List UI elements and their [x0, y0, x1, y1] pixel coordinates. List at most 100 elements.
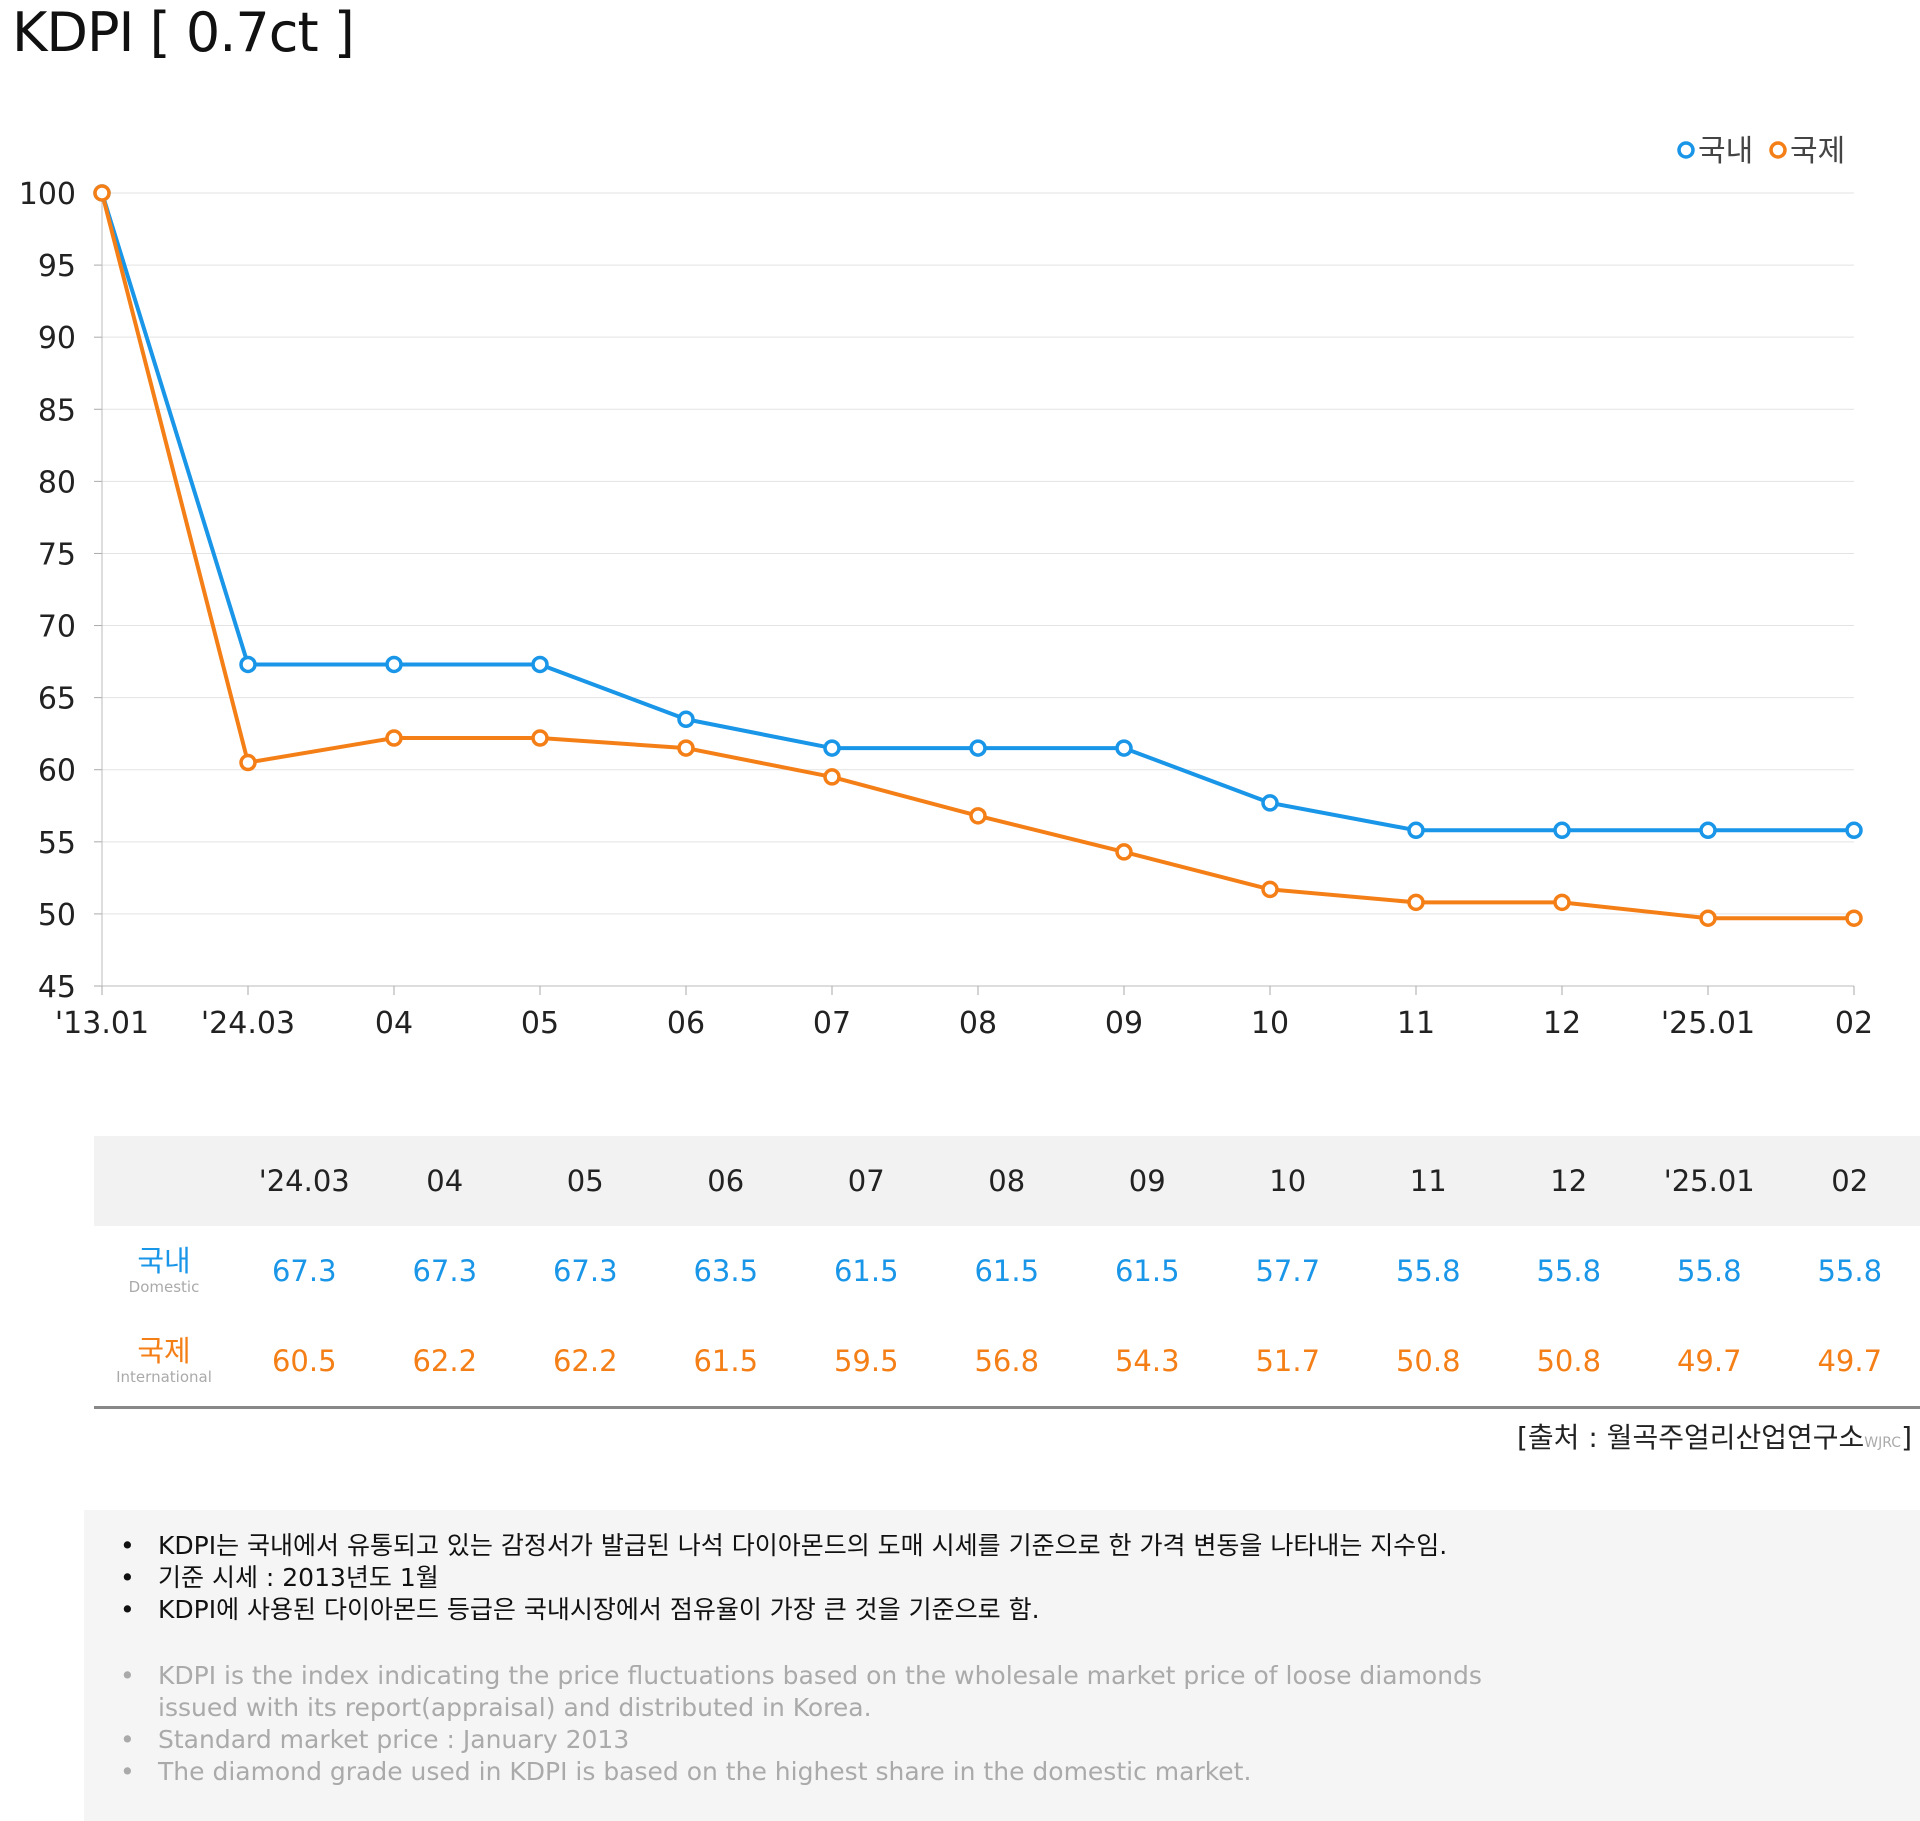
table-column-header: '25.01 [1639, 1136, 1780, 1226]
data-point-international [969, 807, 987, 825]
y-tick-label: 60 [38, 754, 76, 789]
x-tick-label: '24.03 [201, 1006, 295, 1040]
y-axis: 100 95 90 85 80 75 70 65 60 55 50 45 [19, 177, 103, 1005]
x-tick-label: 02 [1835, 1006, 1873, 1040]
data-point-international [1115, 843, 1133, 861]
source-citation: [출처 : 월곡주얼리산업연구소WJRC] [1517, 1416, 1912, 1456]
y-tick-label: 45 [38, 970, 76, 1005]
data-point-domestic [1699, 821, 1717, 840]
series-line-domestic [100, 192, 1854, 833]
table-cell: 61.5 [1114, 1254, 1180, 1288]
data-point-international [93, 184, 111, 202]
y-tick-label: 55 [38, 826, 76, 861]
notes-english-list: KDPI is the index indicating the price f… [84, 1660, 1544, 1788]
row-label-domestic: 국내 Domestic [94, 1226, 234, 1316]
data-point-domestic [823, 739, 841, 757]
notes-panel: KDPI는 국내에서 유통되고 있는 감정서가 발급된 나석 다이아몬드의 도매… [84, 1510, 1920, 1821]
row-label-domestic-en: Domestic [128, 1278, 200, 1297]
data-point-international [1553, 893, 1571, 912]
table-column-header: 10 [1217, 1136, 1358, 1226]
note-en-item: The diamond grade used in KDPI is based … [84, 1756, 1544, 1788]
row-label-international: 국제 International [94, 1316, 234, 1409]
source-abbrev: WJRC [1864, 1435, 1902, 1451]
row-label-international-en: International [116, 1368, 212, 1387]
data-point-domestic [1845, 821, 1863, 840]
legend-label: 국제 [1790, 134, 1845, 169]
table-cell: 55.8 [1536, 1254, 1602, 1288]
table-column-header: 11 [1358, 1136, 1499, 1226]
table-cell: 54.3 [1077, 1316, 1218, 1409]
page-title: KDPI [ 0.7ct ] [12, 1, 355, 64]
table-column-header: 08 [936, 1136, 1077, 1226]
data-point-international [239, 753, 257, 772]
table-cell: 56.8 [936, 1316, 1077, 1409]
table-cell: 61.5 [974, 1254, 1040, 1288]
table-header-blank [94, 1136, 234, 1226]
table-cell: 60.5 [234, 1316, 375, 1409]
table-row-domestic: 국내 Domestic 67.3 67.3 67.3 63.5 61.5 61.5 61.5… [94, 1226, 1920, 1316]
row-label-international-ko: 국제 [137, 1333, 191, 1368]
data-point-domestic [531, 655, 549, 674]
data-point-international [1845, 909, 1863, 927]
data-point-international [1699, 909, 1717, 927]
table-cell: 62.2 [515, 1316, 656, 1409]
y-tick-label: 90 [38, 321, 76, 356]
table-header-row: '24.03 04 05 06 07 08 09 10 11 12'25.01 02 [94, 1136, 1920, 1226]
source-close: ] [1901, 1421, 1912, 1454]
x-axis: '13.01 '24.03 04 05 06 07 08 09 10 11 12 '25.01 02 [55, 985, 1873, 1040]
chart-grid [102, 192, 1854, 915]
x-tick-label: 12 [1543, 1006, 1581, 1040]
table-column-header: 04 [374, 1136, 515, 1226]
x-tick-label: 08 [959, 1006, 997, 1040]
chart-series [93, 184, 1863, 927]
table-column-header: 12 [1498, 1136, 1639, 1226]
table-row-international: 국제 International 60.5 62.2 62.2 61.5 59.5 56.… [94, 1316, 1920, 1409]
table-cell: 63.5 [693, 1254, 759, 1288]
table-cell: 55.8 [1817, 1254, 1883, 1288]
table-cell: 50.8 [1498, 1316, 1639, 1409]
table-cell: 61.5 [655, 1316, 796, 1409]
table-cell: 67.3 [552, 1254, 618, 1288]
x-tick-label: 11 [1397, 1006, 1435, 1040]
table-cell: 55.8 [1395, 1254, 1461, 1288]
y-tick-label: 85 [38, 393, 76, 428]
legend-marker [1769, 141, 1787, 159]
x-tick-label: 04 [375, 1006, 413, 1040]
table-cell: 55.8 [1676, 1254, 1742, 1288]
table-column-header: 06 [655, 1136, 796, 1226]
table-column-header: 09 [1077, 1136, 1218, 1226]
table-cell: 57.7 [1255, 1254, 1321, 1288]
x-tick-label: '13.01 [55, 1006, 149, 1040]
table-cell: 67.3 [271, 1254, 337, 1288]
x-tick-label: 10 [1251, 1006, 1289, 1040]
table-cell: 62.2 [374, 1316, 515, 1409]
data-point-domestic [1553, 821, 1571, 840]
data-point-domestic [1115, 739, 1133, 757]
x-tick-label: 06 [667, 1006, 705, 1040]
table-column-header: 05 [515, 1136, 656, 1226]
data-point-domestic [239, 655, 257, 674]
x-tick-label: 09 [1105, 1006, 1143, 1040]
y-tick-label: 75 [38, 537, 76, 572]
chart-legend: 국내 국제 [1677, 134, 1845, 169]
x-tick-label: 05 [521, 1006, 559, 1040]
data-point-international [677, 739, 695, 757]
legend-marker [1677, 141, 1695, 159]
y-tick-label: 65 [38, 682, 76, 717]
table-cell: 49.7 [1779, 1316, 1920, 1409]
x-tick-label: '25.01 [1661, 1006, 1755, 1040]
table-cell: 61.5 [833, 1254, 899, 1288]
notes-korean-list: KDPI는 국내에서 유통되고 있는 감정서가 발급된 나석 다이아몬드의 도매… [84, 1530, 1447, 1626]
data-point-domestic [969, 739, 987, 757]
data-point-domestic [385, 655, 403, 674]
table-cell: 51.7 [1217, 1316, 1358, 1409]
note-en-item: Standard market price : January 2013 [84, 1724, 1544, 1756]
y-tick-label: 70 [38, 610, 76, 645]
data-point-domestic [1261, 794, 1279, 812]
data-table: '24.03 04 05 06 07 08 09 10 11 12'25.01 02 국내 Dome… [94, 1136, 1920, 1409]
y-tick-label: 50 [38, 898, 76, 933]
table-cell: 50.8 [1358, 1316, 1499, 1409]
note-ko-item: 기준 시세 : 2013년도 1월 [84, 1562, 1447, 1594]
y-tick-label: 100 [19, 177, 76, 212]
data-point-domestic [677, 710, 695, 729]
